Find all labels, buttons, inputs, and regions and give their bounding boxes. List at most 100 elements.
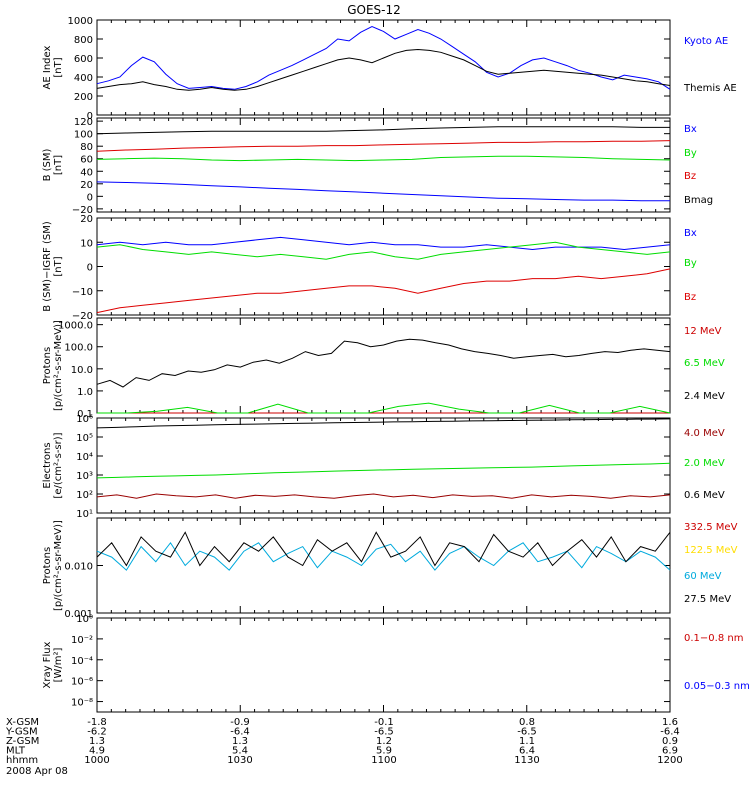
series-line-bminus-2	[96, 268, 671, 314]
y-tick-label: 10⁴	[76, 452, 93, 463]
y-tick-label: 10⁰	[76, 614, 93, 625]
orbit-row-value: 1.3	[232, 736, 248, 747]
orbit-row-value: 1200	[657, 755, 682, 766]
orbit-row-value: 1130	[514, 755, 539, 766]
legend-entry: 27.5 MeV	[684, 594, 731, 605]
y-tick-label: 10²	[76, 490, 93, 501]
legend-entry: 12 MeV	[684, 326, 722, 337]
y-tick-label: 0.1	[77, 409, 93, 420]
legend-entry: Bz	[684, 292, 696, 303]
panel-frame-ae	[96, 19, 671, 116]
y-axis-label: [nT]	[53, 155, 64, 175]
y-axis-label: AE Index	[42, 45, 53, 89]
orbit-row-label: Z-GSM	[6, 736, 39, 747]
y-axis-label: [nT]	[53, 57, 64, 77]
series-line-bfield-0	[96, 181, 670, 202]
y-axis-label: Xray Flux	[42, 641, 53, 688]
orbit-row-value: 1.6	[662, 717, 678, 728]
series-line-bfield-1	[96, 155, 671, 162]
orbit-row-value: 1100	[371, 755, 396, 766]
y-tick-label: 800	[74, 35, 93, 46]
orbit-row-value: 6.9	[662, 746, 678, 757]
orbit-row-value: -0.9	[230, 717, 250, 728]
legend-entry: 60 MeV	[684, 571, 722, 582]
y-axis-label: Protons	[42, 347, 53, 384]
orbit-row-value: 0.8	[519, 717, 535, 728]
y-tick-label: 200	[74, 92, 93, 103]
y-axis-label: [e/(cm²-s-sr)]	[53, 432, 64, 498]
y-tick-label: 0	[87, 192, 93, 203]
series-line-ae-0	[96, 26, 671, 90]
y-tick-label: −10	[72, 287, 93, 298]
orbit-row-value: -6.5	[517, 727, 537, 738]
legend-entry: Themis AE	[683, 83, 737, 94]
series-line-bfield-3	[96, 126, 670, 135]
orbit-row-value: -6.5	[374, 727, 394, 738]
orbit-row-value: 1000	[84, 755, 109, 766]
orbit-row-label: Y-GSM	[5, 727, 38, 738]
y-tick-label: 1.0	[77, 387, 93, 398]
series-line-protons_lo-3	[96, 531, 671, 567]
orbit-row-label: X-GSM	[6, 717, 39, 728]
y-tick-label: 20	[80, 180, 93, 191]
y-axis-label: B (SM)−IGRF (SM)	[42, 221, 53, 312]
y-tick-label: 120	[74, 117, 93, 128]
y-tick-label: 10	[80, 238, 93, 249]
orbit-row-value: 1.3	[89, 736, 105, 747]
series-line-protons_lo-2	[96, 541, 671, 571]
series-line-bminus-0	[96, 236, 671, 251]
y-tick-label: 10⁻²	[71, 635, 93, 646]
legend-entry: Bmag	[684, 195, 713, 206]
legend-entry: 0.05−0.3 nm	[684, 681, 750, 692]
y-axis-label: Protons	[42, 547, 53, 584]
legend-entry: 122.5 MeV	[684, 545, 738, 556]
y-tick-label: 10⁻⁸	[71, 698, 93, 709]
y-axis-label: [p/(cm²-s-sr-MeV)]	[53, 520, 64, 611]
legend-entry: 0.1−0.8 nm	[684, 633, 743, 644]
panel-frame-xray	[96, 617, 671, 713]
y-tick-label: 0.001	[64, 609, 93, 620]
y-tick-label: 0	[87, 263, 93, 274]
orbit-row-value: -1.8	[87, 717, 107, 728]
y-tick-label: 10.0	[71, 365, 93, 376]
orbit-row-value: -6.4	[230, 727, 250, 738]
y-tick-label: 60	[80, 155, 93, 166]
y-tick-label: 0.010	[64, 562, 93, 573]
orbit-row-value: 5.9	[376, 746, 392, 757]
y-tick-label: −20	[72, 205, 93, 216]
y-tick-label: 100.0	[64, 343, 93, 354]
y-axis-label: Electrons	[42, 442, 53, 488]
legend-entry: Bx	[684, 124, 697, 135]
legend-entry: Bx	[684, 228, 697, 239]
series-line-ae-1	[96, 48, 671, 91]
series-line-bfield-2	[96, 140, 671, 152]
y-tick-label: 600	[74, 54, 93, 65]
series-line-protons_hi-1	[97, 402, 671, 414]
y-axis-label: [p/(cm²-s-sr-MeV)]	[53, 320, 64, 411]
orbit-row-value: 1.2	[376, 736, 392, 747]
legend-entry: By	[684, 258, 697, 269]
y-axis-label: [W/m²]	[53, 647, 64, 682]
orbit-row-value: -6.2	[87, 727, 107, 738]
y-tick-label: −20	[72, 311, 93, 322]
legend-entry: Kyoto AE	[684, 36, 728, 47]
y-tick-label: 1000.0	[58, 321, 93, 332]
y-tick-label: 10⁵	[76, 433, 93, 444]
legend-entry: Bz	[684, 171, 696, 182]
y-tick-label: 10³	[76, 471, 93, 482]
orbit-row-value: 1.1	[519, 736, 535, 747]
y-tick-label: 0	[87, 111, 93, 122]
legend-entry: 332.5 MeV	[684, 522, 738, 533]
y-tick-label: 20	[80, 214, 93, 225]
orbit-row-value: 4.9	[89, 746, 105, 757]
y-tick-label: 80	[80, 142, 93, 153]
series-line-electrons-1	[96, 462, 671, 479]
orbit-row-label: MLT	[6, 746, 26, 757]
orbit-row-value: 5.4	[232, 746, 248, 757]
panel-frame-bminus	[96, 217, 671, 316]
y-tick-label: 400	[74, 73, 93, 84]
panel-frame-protons_lo	[96, 517, 671, 614]
y-tick-label: 10⁶	[76, 414, 93, 425]
orbit-row-value: -0.1	[374, 717, 394, 728]
